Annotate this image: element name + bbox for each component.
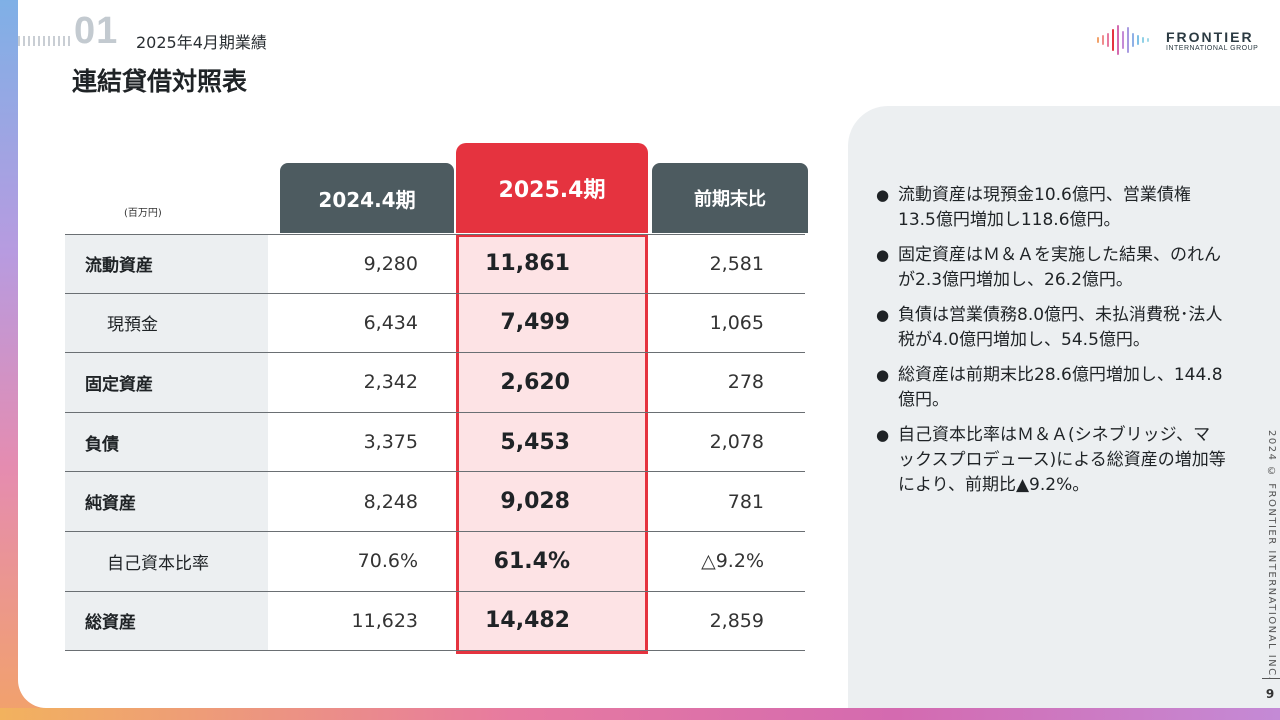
value-diff: 781	[727, 490, 764, 513]
row-label: 現預金	[65, 293, 268, 353]
list-item: ● 固定資産はＭ＆Ａを実施した結果、のれんが2.3億円増加し、26.2億円。	[876, 243, 1226, 293]
table-row: 純資産 8,248 9,028 781	[65, 472, 805, 532]
bullet-dot-icon: ●	[876, 366, 890, 384]
table-row: 自己資本比率 70.6% 61.4% △9.2%	[65, 531, 805, 592]
table-row: 固定資産 2,342 2,620 278	[65, 353, 805, 413]
frontier-logo: FRONTIER INTERNATIONAL GROUP	[1094, 24, 1264, 56]
logo-subtitle: INTERNATIONAL GROUP	[1166, 45, 1259, 52]
balance-sheet-table: 流動資産 9,280 11,861 2,581 現預金 6,434 7,499 …	[65, 234, 805, 652]
value-2024: 2,342	[363, 371, 418, 394]
value-diff: 1,065	[709, 311, 764, 334]
row-label: 固定資産	[65, 353, 268, 412]
bullet-text: 流動資産は現預金10.6億円、営業債権13.5億円増加し118.6億円。	[898, 185, 1191, 230]
commentary-panel	[848, 106, 1280, 708]
section-label: 2025年4月期業績	[136, 33, 267, 52]
bottom-gradient-bar	[0, 708, 1280, 720]
table-row: 総資産 11,623 14,482 2,859	[65, 591, 805, 652]
unit-label: (百万円)	[124, 208, 162, 219]
value-2025: 9,028	[500, 489, 570, 515]
value-diff: 2,078	[709, 431, 764, 454]
list-item: ● 総資産は前期末比28.6億円増加し、144.8億円。	[876, 363, 1226, 413]
row-label: 負債	[65, 412, 268, 472]
page-number: 9	[1265, 687, 1275, 701]
value-2024: 11,623	[351, 609, 418, 632]
value-2024: 8,248	[363, 490, 418, 513]
bullet-dot-icon: ●	[876, 426, 890, 444]
table-row: 現預金 6,434 7,499 1,065	[65, 293, 805, 354]
commentary-list: ● 流動資産は現預金10.6億円、営業債権13.5億円増加し118.6億円。 ● 固…	[876, 183, 1226, 508]
page-number-divider	[1262, 678, 1280, 679]
value-diff: 2,859	[709, 609, 764, 632]
value-2025: 7,499	[500, 310, 570, 336]
copyright-text: 2024 © FRONTIER INTERNATIONAL INC.	[1266, 430, 1277, 682]
list-item: ● 負債は営業債務8.0億円、未払消費税･法人税が4.0億円増加し、54.5億円。	[876, 303, 1226, 353]
value-2025: 2,620	[500, 369, 570, 395]
bullet-dot-icon: ●	[876, 306, 890, 324]
bullet-text: 固定資産はＭ＆Ａを実施した結果、のれんが2.3億円増加し、26.2億円。	[898, 245, 1221, 290]
value-2025: 11,861	[485, 251, 570, 277]
page-title: 連結貸借対照表	[72, 67, 248, 96]
slide: 01 2025年4月期業績 連結貸借対照表 FRONTIER INTERNATI…	[18, 0, 1280, 708]
value-2024: 9,280	[363, 252, 418, 275]
waveform-logo-icon	[1097, 25, 1149, 55]
header-tick-decoration	[18, 36, 72, 46]
list-item: ● 流動資産は現預金10.6億円、営業債権13.5億円増加し118.6億円。	[876, 183, 1226, 233]
value-2025: 61.4%	[493, 548, 570, 574]
row-label: 総資産	[65, 591, 268, 651]
bullet-text: 総資産は前期末比28.6億円増加し、144.8億円。	[898, 365, 1223, 410]
logo-wordmark: FRONTIER	[1166, 29, 1254, 45]
row-label: 自己資本比率	[65, 531, 268, 591]
table-row: 負債 3,375 5,453 2,078	[65, 412, 805, 473]
value-2024: 6,434	[363, 311, 418, 334]
value-2025: 5,453	[500, 429, 570, 455]
current-period-highlight	[456, 234, 648, 654]
table-row: 流動資産 9,280 11,861 2,581	[65, 234, 805, 294]
column-header-2025: 2025.4期	[456, 143, 648, 233]
value-2024: 70.6%	[357, 550, 418, 573]
bullet-dot-icon: ●	[876, 186, 890, 204]
value-diff: 2,581	[709, 252, 764, 275]
section-number: 01	[74, 10, 119, 52]
bullet-text: 負債は営業債務8.0億円、未払消費税･法人税が4.0億円増加し、54.5億円。	[898, 305, 1223, 350]
row-label: 純資産	[65, 472, 268, 531]
value-2025: 14,482	[485, 608, 570, 634]
bullet-dot-icon: ●	[876, 246, 890, 264]
value-diff: △9.2%	[701, 550, 764, 573]
list-item: ● 自己資本比率はＭ＆Ａ(シネブリッジ、マックスプロデュース)による総資産の増加等…	[876, 423, 1226, 498]
value-2024: 3,375	[363, 431, 418, 454]
column-header-2024: 2024.4期	[280, 163, 454, 233]
bullet-text: 自己資本比率はＭ＆Ａ(シネブリッジ、マックスプロデュース)による総資産の増加等に…	[898, 425, 1226, 495]
column-header-diff: 前期末比	[652, 163, 808, 233]
value-diff: 278	[727, 371, 764, 394]
row-label: 流動資産	[65, 235, 268, 293]
